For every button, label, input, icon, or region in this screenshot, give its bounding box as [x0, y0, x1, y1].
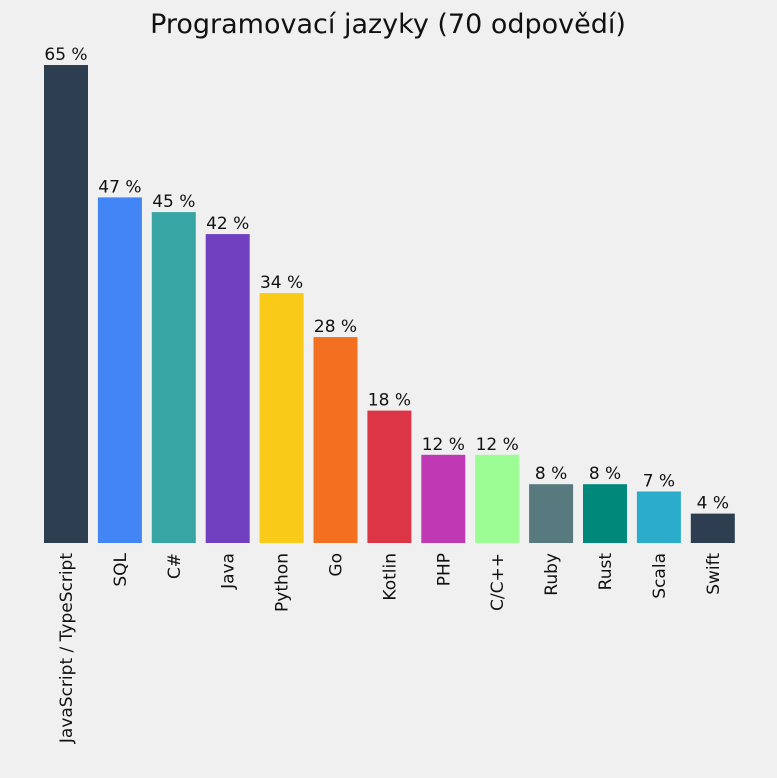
value-labels-group: 65 % 47 % 45 % 42 % 34 % 28 % 18 % 12 % 12 % 8 % 8…: [44, 45, 729, 514]
value-label-1: 47 %: [98, 177, 141, 197]
bars-group: [44, 65, 735, 543]
bar-2: [151, 212, 196, 543]
bar-7: [421, 454, 466, 543]
bar-9: [529, 484, 574, 543]
value-label-3: 42 %: [206, 214, 249, 234]
x-tick-label-11: Scala: [650, 553, 670, 599]
bar-6: [367, 410, 412, 543]
bar-11: [636, 491, 681, 543]
value-label-11: 7 %: [643, 472, 675, 492]
x-tick-label-5: Go: [327, 553, 347, 577]
bar-4: [259, 293, 304, 543]
x-tick-label-12: Swift: [704, 553, 724, 595]
x-tick-label-4: Python: [273, 553, 293, 612]
value-label-7: 12 %: [422, 435, 465, 455]
bar-8: [475, 454, 520, 543]
value-label-8: 12 %: [476, 435, 519, 455]
value-label-9: 8 %: [535, 464, 567, 484]
chart-title: Programovací jazyky (70 odpovědí): [150, 9, 626, 40]
x-tick-label-8: C/C++: [488, 553, 508, 611]
bar-5: [313, 337, 358, 543]
value-label-6: 18 %: [368, 391, 411, 411]
x-tick-labels-group: JavaScript / TypeScript SQL C# Java Python Go…: [57, 552, 724, 744]
x-tick-label-9: Ruby: [542, 553, 562, 596]
bar-1: [97, 197, 142, 543]
x-tick-label-3: Java: [219, 553, 239, 590]
value-label-2: 45 %: [152, 192, 195, 212]
value-label-0: 65 %: [44, 45, 87, 65]
x-tick-label-0: JavaScript / TypeScript: [57, 553, 77, 744]
x-tick-label-1: SQL: [111, 552, 131, 586]
bar-12: [690, 513, 735, 543]
bar-0: [44, 65, 88, 543]
x-tick-label-7: PHP: [434, 553, 454, 586]
x-tick-label-6: Kotlin: [380, 553, 400, 601]
value-label-10: 8 %: [589, 464, 621, 484]
bar-3: [205, 234, 250, 543]
x-tick-label-2: C#: [165, 553, 185, 579]
value-label-5: 28 %: [314, 317, 357, 337]
x-tick-label-10: Rust: [596, 553, 616, 591]
bar-10: [583, 484, 627, 543]
value-label-12: 4 %: [697, 494, 729, 514]
value-label-4: 34 %: [260, 273, 303, 293]
